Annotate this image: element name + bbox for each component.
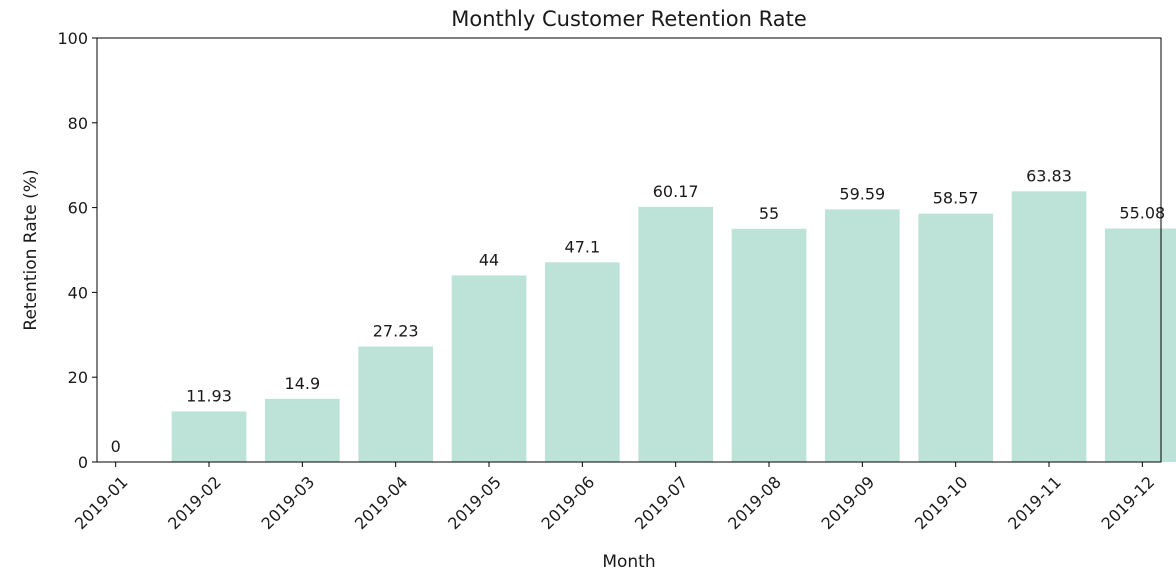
data-label: 55: [759, 204, 779, 223]
bar: [171, 411, 247, 462]
x-tick-label: 2019-12: [1098, 472, 1159, 533]
data-label: 14.9: [285, 374, 321, 393]
plot-area: 0 11.93 14.9 27.23 44 47.1 60.17 55 59.59 58.57 63…: [57, 29, 1176, 533]
bar: [1105, 228, 1176, 462]
data-label: 0: [111, 437, 121, 456]
data-label: 58.57: [933, 189, 979, 208]
x-tick-label: 2019-08: [724, 472, 785, 533]
plot-frame: [96, 37, 1162, 463]
x-tick-label: 2019-05: [444, 472, 505, 533]
y-tick-label: 0: [78, 453, 88, 472]
data-label: 44: [479, 250, 499, 269]
x-tick-label: 2019-04: [351, 472, 412, 533]
y-tick-label: 80: [68, 114, 88, 133]
x-tick-label: 2019-02: [164, 472, 225, 533]
bar: [358, 346, 433, 462]
data-label: 60.17: [653, 182, 699, 201]
x-tick-label: 2019-10: [911, 472, 972, 533]
x-axis-label: Month: [602, 552, 655, 572]
data-label: 27.23: [373, 322, 419, 341]
x-tick-label: 2019-09: [818, 472, 879, 533]
bar: [1011, 191, 1087, 463]
bar: [918, 213, 993, 462]
x-tick-label: 2019-03: [258, 472, 319, 533]
y-tick-label: 40: [68, 283, 88, 302]
x-tick-label: 2019-07: [631, 472, 692, 533]
data-label: 47.1: [565, 237, 601, 256]
bar: [731, 228, 807, 462]
y-tick-label: 100: [57, 29, 88, 48]
data-label: 55.08: [1119, 203, 1165, 222]
chart-title: Monthly Customer Retention Rate: [451, 7, 807, 31]
bar: [825, 209, 900, 462]
data-label: 63.83: [1026, 166, 1072, 185]
x-tick-label: 2019-11: [1004, 472, 1065, 533]
y-tick-label: 20: [68, 368, 88, 387]
bar: [265, 398, 340, 462]
y-axis-label: Retention Rate (%): [21, 169, 41, 330]
x-tick-label: 2019-01: [71, 472, 132, 533]
bar: [545, 262, 620, 462]
x-tick-label: 2019-06: [538, 472, 599, 533]
y-tick-label: 60: [68, 199, 88, 218]
bar: [451, 275, 527, 462]
data-label: 59.59: [839, 184, 885, 203]
data-label: 11.93: [186, 386, 232, 405]
bar: [638, 206, 713, 462]
